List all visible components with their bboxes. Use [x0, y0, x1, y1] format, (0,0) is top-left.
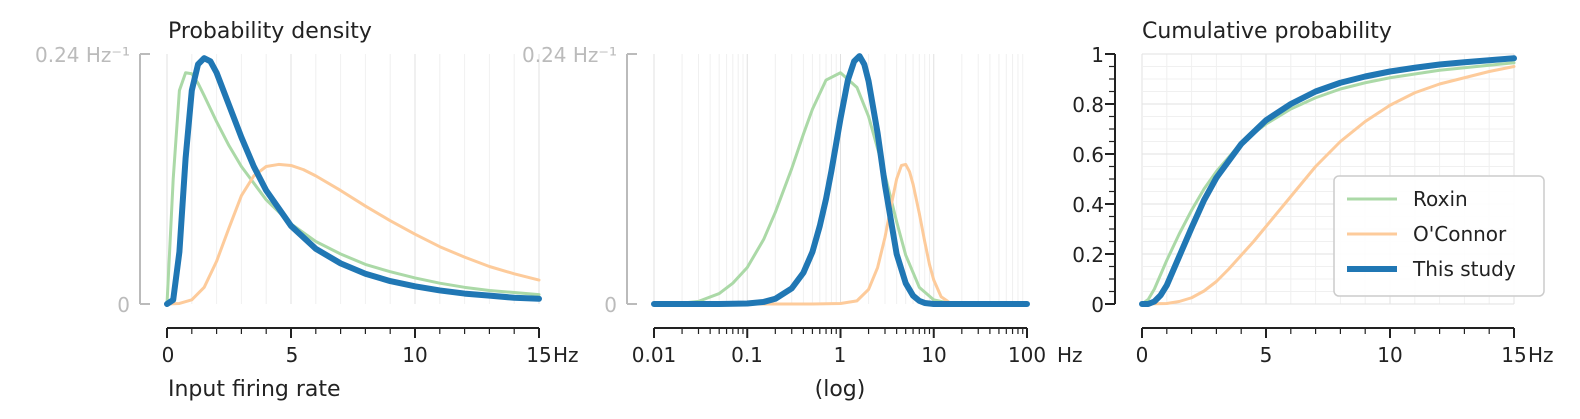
panel1-x-label-15: 15	[526, 343, 551, 367]
panel2-y-label-zero: 0	[604, 293, 617, 317]
panel3-x-ticks	[1141, 328, 1515, 338]
legend-label-roxin: Roxin	[1413, 187, 1468, 211]
panel2-x-label-100: 100	[1008, 343, 1046, 367]
panel2-x-ticks	[653, 328, 1028, 338]
legend-label-oconnor: O'Connor	[1413, 222, 1507, 246]
panel3-y-label-08: 0.8	[1072, 93, 1104, 117]
series-line-this-study	[1139, 55, 1517, 307]
panel-cumulative: Cumulative probability 1 0.8 0.6 0.4 0.2…	[1072, 19, 1553, 367]
panel3-y-label-04: 0.4	[1072, 193, 1104, 217]
panel2-x-label-01: 0.1	[731, 343, 763, 367]
panel1-x-ticks	[166, 328, 540, 338]
panel3-x-unit: Hz	[1528, 343, 1554, 367]
panel2-series	[651, 53, 1030, 307]
panel1-x-unit: Hz	[553, 343, 579, 367]
panel3-x-label-10: 10	[1377, 343, 1402, 367]
panel2-x-axis-title: (log)	[815, 377, 866, 402]
panel-density-linear: Probability density 0.24 Hz⁻¹ 0 0 5 10 1…	[35, 19, 579, 402]
panel3-x-label-15: 15	[1501, 343, 1526, 367]
series-line-this-study	[651, 53, 1030, 307]
panel3-y-label-0: 0	[1091, 293, 1104, 317]
panel1-series	[164, 55, 542, 307]
panel3-y-label-02: 0.2	[1072, 243, 1104, 267]
panel2-x-unit: Hz	[1057, 343, 1083, 367]
panel2-x-label-001: 0.01	[632, 343, 677, 367]
panel2-x-label-1: 1	[834, 343, 847, 367]
panel1-y-label-top: 0.24 Hz⁻¹	[35, 43, 130, 67]
panel1-x-label-5: 5	[286, 343, 299, 367]
panel2-grid	[653, 54, 1024, 304]
panel1-x-axis-title: Input firing rate	[168, 377, 341, 402]
legend: Roxin O'Connor This study	[1333, 175, 1545, 297]
panel3-title: Cumulative probability	[1142, 19, 1392, 44]
panel3-y-ticks	[1105, 53, 1115, 305]
panel3-y-label-1: 1	[1091, 43, 1104, 67]
series-line-roxin	[1140, 61, 1516, 306]
panel3-x-label-0: 0	[1136, 343, 1149, 367]
panel-density-log: 0.24 Hz⁻¹ 0 0.01 0.1 1 10 100 Hz (log)	[522, 43, 1083, 402]
panel1-y-label-zero: 0	[117, 293, 130, 317]
panel1-x-label-0: 0	[162, 343, 175, 367]
panel1-grid	[166, 54, 540, 304]
panel3-series	[1139, 55, 1517, 307]
panel3-y-label-06: 0.6	[1072, 143, 1104, 167]
legend-label-this-study: This study	[1412, 257, 1516, 281]
series-line-oconnor	[165, 162, 541, 306]
panel1-title: Probability density	[168, 19, 372, 44]
panel3-x-label-5: 5	[1260, 343, 1273, 367]
panel2-y-label-top: 0.24 Hz⁻¹	[522, 43, 617, 67]
series-line-this-study	[164, 55, 542, 307]
series-line-oconnor	[1140, 65, 1516, 306]
panel2-x-label-10: 10	[921, 343, 946, 367]
panel1-x-label-10: 10	[402, 343, 427, 367]
series-line-oconnor	[652, 162, 1029, 306]
